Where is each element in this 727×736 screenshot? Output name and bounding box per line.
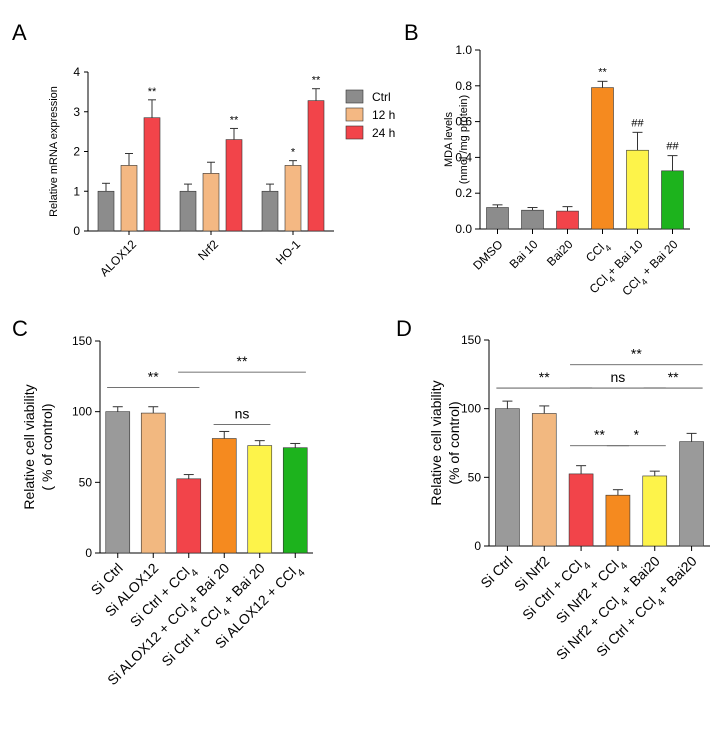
y-tick-label: 150 [72,334,92,348]
y-axis-label: Relative mRNA expression [48,86,60,217]
y-tick-label: 0 [474,539,481,553]
panel-letter-d: D [396,316,412,341]
x-tick-label: ALOX12 [97,237,139,279]
y-tick-label: 2 [73,145,80,159]
x-tick-label: Si Ctrl [477,553,515,591]
y-axis-label: Relative cell viability [21,384,37,509]
bar [143,117,161,232]
significance-label: ** [148,86,157,98]
y-tick-label: 100 [461,402,481,416]
bar [176,478,202,554]
bar [495,408,520,547]
y-tick-label: 0.0 [455,222,472,236]
comparison-label: ns [235,405,250,421]
bar [140,412,166,554]
comparison-label: ** [539,369,550,385]
y-axis-label: Relative cell viability [428,380,444,505]
legend-label: 12 h [372,108,395,122]
y-axis-label-units: ( % of control) [39,403,55,490]
y-tick-label: 1 [73,184,80,198]
bar [179,190,197,232]
comparison-label: ns [611,369,626,385]
bar [261,190,279,232]
bar [486,207,509,230]
legend-swatch [345,107,364,122]
significance-label: ** [230,114,239,126]
comparison-label: ** [594,427,605,443]
bar [605,494,631,547]
legend-label: 24 h [372,126,395,140]
bar [247,445,273,554]
chart-b-mda-levels: 0.0 0.2 0.4 0.6 0.8 1.0 MDA levels (nmol /mg pr… [443,43,690,299]
y-tick-label: 100 [72,405,92,419]
bar [211,438,237,554]
y-axis-label-units: (% of control) [446,401,462,484]
bar [120,165,138,232]
x-tick-label: Nrf2 [195,237,221,263]
comparison-label: ** [668,369,679,385]
significance-label: ** [598,66,607,78]
y-tick-label: 0.4 [455,150,472,164]
bar [679,441,704,547]
panel-letter-b: B [404,20,419,45]
bar [568,473,594,547]
y-tick-label: 4 [73,65,80,79]
bar [307,100,325,232]
x-tick-label: Bai 10 [507,237,541,271]
bar [626,149,649,230]
x-tick-label: DMSO [470,237,505,272]
chart-a-mrna-expression: 0 1 2 3 4 Relative mRNA expression ** ALOX12 ** N… [48,65,395,279]
y-tick-label: 1.0 [455,43,472,57]
y-tick-label: 50 [468,470,482,484]
x-tick-label: HO-1 [273,237,303,267]
legend-swatch [345,125,364,140]
y-tick-label: 0.8 [455,79,472,93]
comparison-label: ** [631,346,642,362]
x-tick-label: Bai20 [544,237,576,269]
significance-label: ** [312,75,321,87]
y-axis-label-units: (nmol /mg protein) [458,95,470,184]
significance-label: ## [631,117,644,129]
legend-label: Ctrl [372,90,391,104]
y-tick-label: 3 [73,105,80,119]
y-tick-label: 0 [73,224,80,238]
comparison-label: ** [237,353,248,369]
panel-letter-c: C [12,316,28,341]
comparison-label: ** [148,369,159,385]
chart-d-cell-viability-nrf2: 0 50 100 150 Relative cell viability (% of co… [428,333,710,663]
panel-letter-a: A [12,20,27,45]
bar [105,411,131,554]
bar [531,413,557,547]
y-tick-label: 0.6 [455,115,472,129]
bar [642,475,668,547]
y-tick-label: 0.2 [455,186,472,200]
y-axis-label: MDA levels [443,111,455,167]
comparison-label: * [634,427,640,443]
significance-label: * [291,147,296,159]
bar [556,210,579,230]
significance-label: ## [666,141,679,153]
y-tick-label: 50 [79,475,93,489]
legend-swatch [345,89,364,104]
bar [521,209,544,230]
bar [225,139,243,232]
y-tick-label: 0 [85,546,92,560]
chart-c-cell-viability-alox12: 0 50 100 150 Relative cell viability( % of c… [21,334,313,688]
bar [591,87,614,230]
y-tick-label: 150 [461,333,481,347]
bar [97,190,115,232]
bar [202,173,220,232]
bar [284,165,302,232]
bar [282,447,308,554]
bar [661,170,684,230]
